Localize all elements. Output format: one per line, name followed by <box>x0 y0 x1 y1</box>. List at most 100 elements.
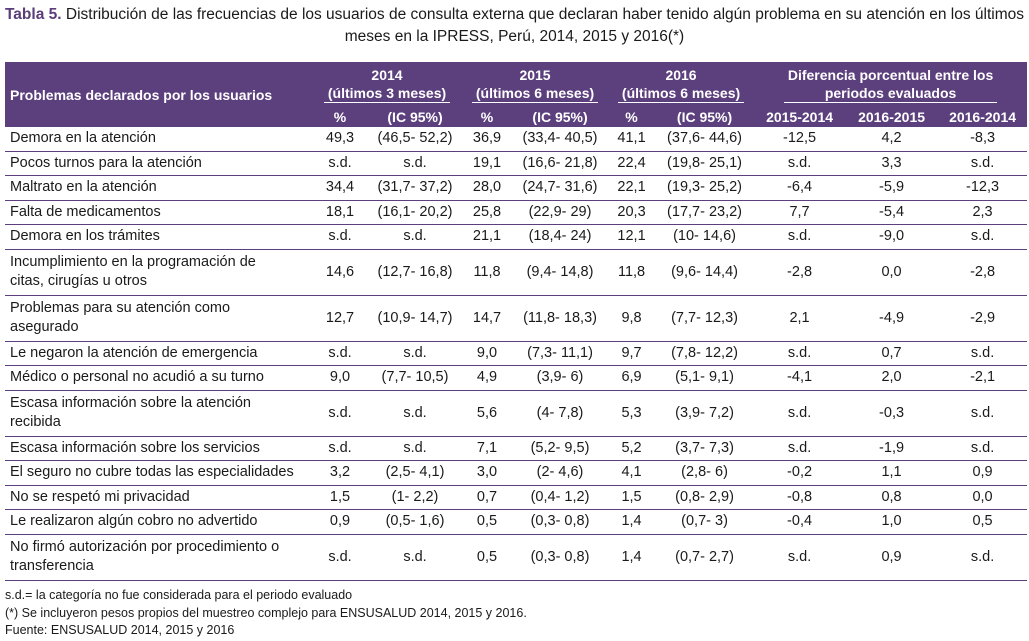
row-label: Le realizaron algún cobro no advertido <box>5 509 312 535</box>
table-cell: 9,0 <box>312 365 368 391</box>
row-label: Pocos turnos para la atención <box>5 151 312 176</box>
table-cell: s.d. <box>754 534 846 581</box>
table-footnotes: s.d.= la categoría no fue considerada pa… <box>5 587 527 640</box>
title-line-1: Distribución de las frecuencias de los u… <box>65 6 1025 23</box>
table-cell: (10- 14,6) <box>655 224 755 250</box>
table-row: No firmó autorización por procedimiento … <box>5 534 1028 581</box>
table-cell: -12,3 <box>938 175 1028 201</box>
table-cell: 3,3 <box>845 151 939 176</box>
table-cell: 9,7 <box>608 341 656 366</box>
row-label: Escasa información sobre los servicios <box>5 436 312 461</box>
row-label: Falta de medicamentos <box>5 200 312 225</box>
table-cell: s.d. <box>754 224 846 250</box>
table-cell: 0,7 <box>462 485 513 510</box>
row-label: El seguro no cubre todas las especialida… <box>5 460 312 486</box>
table-cell: s.d. <box>938 390 1028 437</box>
table-cell: 0,5 <box>462 534 513 581</box>
table-cell: -2,1 <box>938 365 1028 391</box>
table-cell: (5,1- 9,1) <box>655 365 755 391</box>
table-cell: 2,3 <box>938 200 1028 225</box>
table-cell: 2,1 <box>754 295 846 342</box>
header-group-2015: 2015 (últimos 6 meses) <box>462 62 609 106</box>
table-cell: s.d. <box>368 151 463 176</box>
table-cell: 11,8 <box>608 249 656 296</box>
header-diff-2016-2014: 2016-2014 <box>938 106 1028 127</box>
table-cell: s.d. <box>312 390 368 437</box>
table-cell: (10,9- 14,7) <box>368 295 463 342</box>
table-cell: 0,7 <box>845 341 939 366</box>
header-diff-2016-2015: 2016-2015 <box>845 106 939 127</box>
table-cell: (7,8- 12,2) <box>655 341 755 366</box>
table-cell: (18,4- 24) <box>512 224 609 250</box>
table-cell: 4,2 <box>845 127 939 152</box>
header-row-label: Problemas declarados por los usuarios <box>5 62 312 127</box>
table-cell: (4- 7,8) <box>512 390 609 437</box>
table-cell: (33,4- 40,5) <box>512 127 609 152</box>
table-cell: (19,3- 25,2) <box>655 175 755 201</box>
table-cell: -0,2 <box>754 460 846 486</box>
row-label: Escasa información sobre la atención reci… <box>5 390 312 437</box>
table-cell: (3,7- 7,3) <box>655 436 755 461</box>
table-cell: (2- 4,6) <box>512 460 609 486</box>
table-cell: (1- 2,2) <box>368 485 463 510</box>
table-cell: 14,7 <box>462 295 513 342</box>
table-cell: 41,1 <box>608 127 656 152</box>
table-cell: 11,8 <box>462 249 513 296</box>
header-pct-2015: % <box>462 106 513 127</box>
table-row: Falta de medicamentos 18,1 (16,1- 20,2) 25,… <box>5 200 1028 225</box>
table-body: Demora en la atención 49,3 (46,5- 52,2) 36,… <box>5 127 1028 581</box>
table-cell: 21,1 <box>462 224 513 250</box>
table-cell: 9,8 <box>608 295 656 342</box>
table-cell: 1,4 <box>608 534 656 581</box>
footnote-source: Fuente: ENSUSALUD 2014, 2015 y 2016 <box>5 623 235 637</box>
table-cell: 0,5 <box>938 509 1028 535</box>
table-cell: -2,8 <box>754 249 846 296</box>
table-cell: 4,9 <box>462 365 513 391</box>
table-row: Demora en los trámites s.d. s.d. 21,1 (18,4-… <box>5 224 1028 250</box>
row-label: Médico o personal no acudió a su turno <box>5 365 312 391</box>
table-row: Le realizaron algún cobro no advertido 0,… <box>5 509 1028 535</box>
table-cell: (2,8- 6) <box>655 460 755 486</box>
table-cell: s.d. <box>754 436 846 461</box>
table-cell: 2,0 <box>845 365 939 391</box>
row-label: Demora en la atención <box>5 127 312 152</box>
table-cell: s.d. <box>368 341 463 366</box>
table-cell: 5,2 <box>608 436 656 461</box>
table-cell: (9,4- 14,8) <box>512 249 609 296</box>
table-cell: s.d. <box>368 390 463 437</box>
header-group-diferencia: Diferencia porcentual entre los periodos … <box>754 62 1028 106</box>
table-cell: 3,0 <box>462 460 513 486</box>
table-cell: s.d. <box>312 341 368 366</box>
table-cell: (37,6- 44,6) <box>655 127 755 152</box>
table-cell: s.d. <box>312 151 368 176</box>
table-cell: (7,3- 11,1) <box>512 341 609 366</box>
table-cell: -1,9 <box>845 436 939 461</box>
table-cell: 34,4 <box>312 175 368 201</box>
table-cell: 1,5 <box>312 485 368 510</box>
table-cell: (3,9- 7,2) <box>655 390 755 437</box>
table-cell: (3,9- 6) <box>512 365 609 391</box>
table-cell: 49,3 <box>312 127 368 152</box>
table-cell: (0,3- 0,8) <box>512 509 609 535</box>
table-cell: 0,8 <box>845 485 939 510</box>
header-pct-2016: % <box>608 106 656 127</box>
table-cell: 1,5 <box>608 485 656 510</box>
table-row: Escasa información sobre la atención reci… <box>5 390 1028 437</box>
table-cell: 12,7 <box>312 295 368 342</box>
header-diff-2015-2014: 2015-2014 <box>754 106 846 127</box>
table-cell: -9,0 <box>845 224 939 250</box>
table-cell: s.d. <box>938 224 1028 250</box>
table-cell: -5,4 <box>845 200 939 225</box>
table-cell: (12,7- 16,8) <box>368 249 463 296</box>
table-cell: s.d. <box>938 341 1028 366</box>
table-cell: 6,9 <box>608 365 656 391</box>
header-ic-2016: (IC 95%) <box>655 106 755 127</box>
table-row: Demora en la atención 49,3 (46,5- 52,2) 36,… <box>5 127 1028 152</box>
table-cell: s.d. <box>368 436 463 461</box>
table-cell: (0,7- 2,7) <box>655 534 755 581</box>
table-cell: -0,3 <box>845 390 939 437</box>
table-row: El seguro no cubre todas las especialida… <box>5 460 1028 486</box>
table-title: Tabla 5. Distribución de las frecuencias… <box>0 4 1029 48</box>
table-cell: 22,4 <box>608 151 656 176</box>
table-cell: -12,5 <box>754 127 846 152</box>
